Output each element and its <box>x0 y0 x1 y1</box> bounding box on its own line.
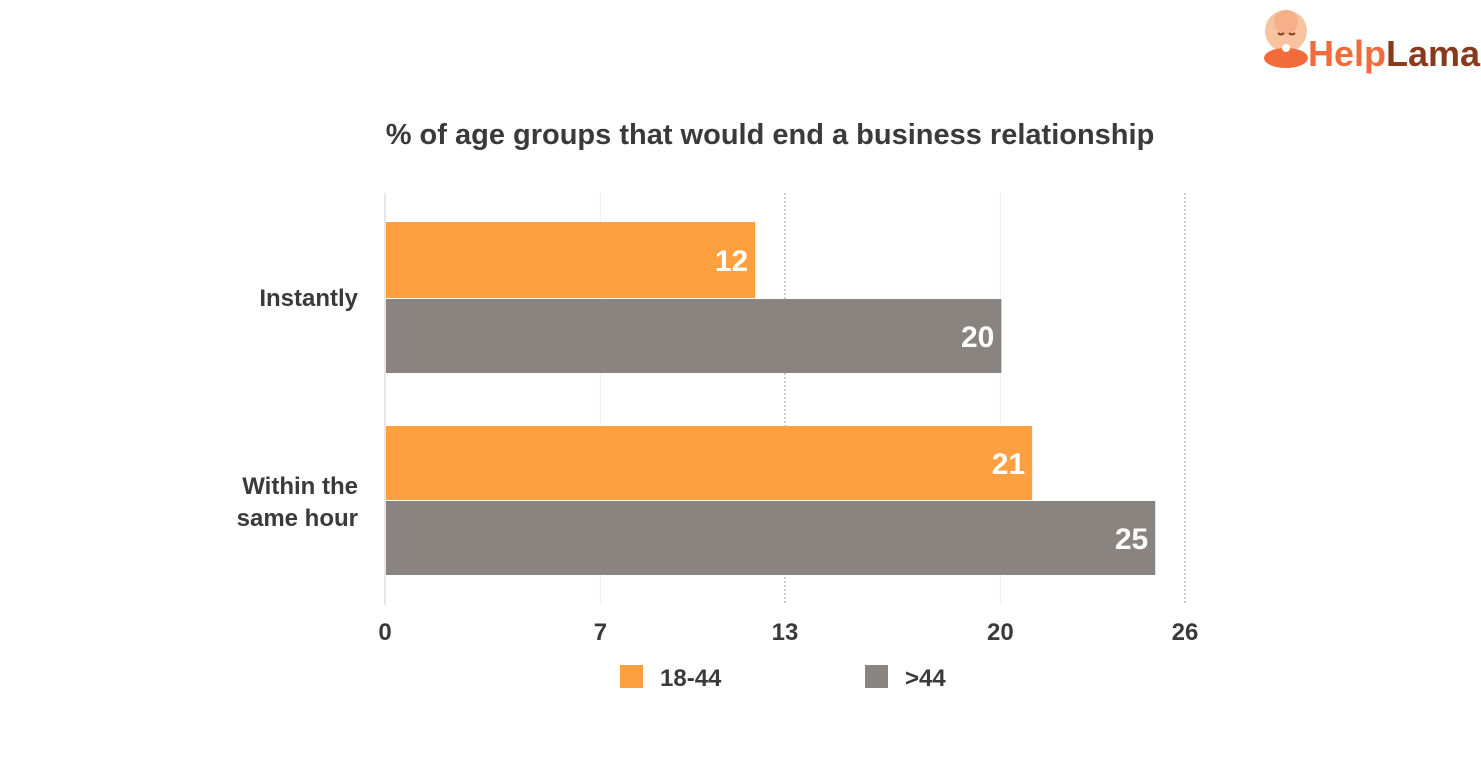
lama-mascot-icon <box>1264 10 1308 68</box>
bars <box>386 222 1156 575</box>
helplama-logo: HelpLama <box>1264 10 1481 74</box>
data-label: 20 <box>961 321 994 354</box>
bar-group1-cat1 <box>386 222 756 298</box>
category-label: Within the <box>242 473 358 500</box>
bar-group2-cat1 <box>386 299 1002 373</box>
x-tick-label: 26 <box>1172 619 1199 646</box>
bar-group1-cat2 <box>386 426 1033 500</box>
legend-swatch <box>865 665 888 688</box>
x-tick-label: 7 <box>594 619 607 646</box>
category-label: same hour <box>237 505 358 532</box>
data-label: 21 <box>992 448 1025 481</box>
legend-label: 18-44 <box>660 665 722 692</box>
logo-text: HelpLama <box>1308 33 1481 74</box>
bar-group2-cat2 <box>386 501 1156 575</box>
x-tick-label: 13 <box>772 619 799 646</box>
legend: 18-44 >44 <box>620 665 946 692</box>
category-labels: Instantly Within the same hour <box>237 285 359 532</box>
chart-title: % of age groups that would end a busines… <box>386 119 1155 151</box>
data-labels: 12 20 21 25 <box>715 245 1148 556</box>
data-label: 12 <box>715 245 748 278</box>
category-label: Instantly <box>259 285 358 312</box>
data-label: 25 <box>1115 523 1148 556</box>
x-axis-ticks: 0 7 13 20 26 <box>378 619 1198 646</box>
legend-swatch <box>620 665 643 688</box>
x-tick-label: 20 <box>987 619 1014 646</box>
x-tick-label: 0 <box>378 619 391 646</box>
legend-label: >44 <box>905 665 946 692</box>
